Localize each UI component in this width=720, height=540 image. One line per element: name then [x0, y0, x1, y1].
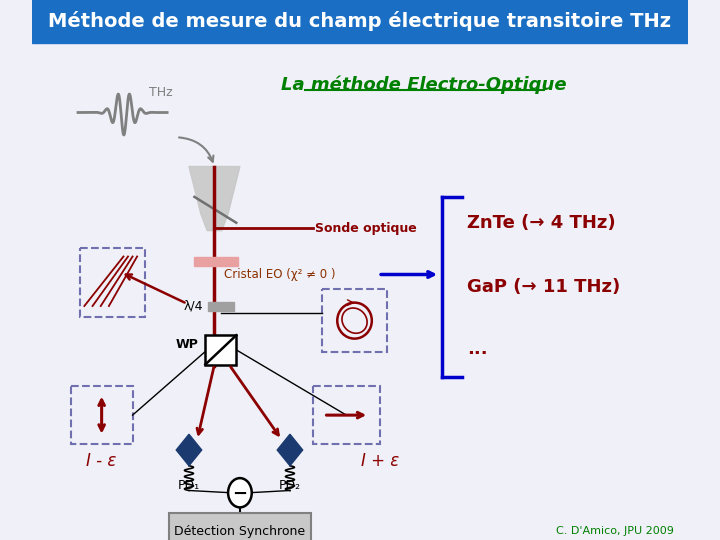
Text: ...: ... [467, 340, 488, 357]
Text: Cristal EO (χ² ≠ 0 ): Cristal EO (χ² ≠ 0 ) [223, 268, 335, 281]
Text: Méthode de mesure du champ électrique transitoire THz: Méthode de mesure du champ électrique tr… [48, 11, 672, 31]
Polygon shape [189, 166, 240, 231]
Text: PD₁: PD₁ [178, 480, 200, 492]
Polygon shape [176, 434, 202, 465]
Circle shape [228, 478, 252, 508]
Text: C. D'Amico, JPU 2009: C. D'Amico, JPU 2009 [556, 526, 674, 536]
Text: GaP (→ 11 THz): GaP (→ 11 THz) [467, 278, 621, 296]
Text: Détection Synchrone: Détection Synchrone [174, 524, 305, 537]
Text: PD₂: PD₂ [279, 480, 301, 492]
Text: −: − [233, 485, 248, 503]
Text: I - ε: I - ε [86, 453, 117, 470]
FancyBboxPatch shape [169, 513, 311, 540]
Text: La méthode Electro-Optique: La méthode Electro-Optique [281, 75, 567, 93]
Bar [205, 335, 236, 364]
Text: THz: THz [149, 86, 173, 99]
Text: λ/4: λ/4 [184, 300, 204, 313]
Text: I + ε: I + ε [361, 453, 399, 470]
Bar [208, 301, 233, 310]
Text: ZnTe (→ 4 THz): ZnTe (→ 4 THz) [467, 214, 616, 232]
Text: Sonde optique: Sonde optique [315, 222, 416, 235]
Bar [32, 0, 688, 43]
Polygon shape [277, 434, 302, 465]
Text: WP: WP [176, 338, 199, 351]
Bar [194, 256, 238, 266]
